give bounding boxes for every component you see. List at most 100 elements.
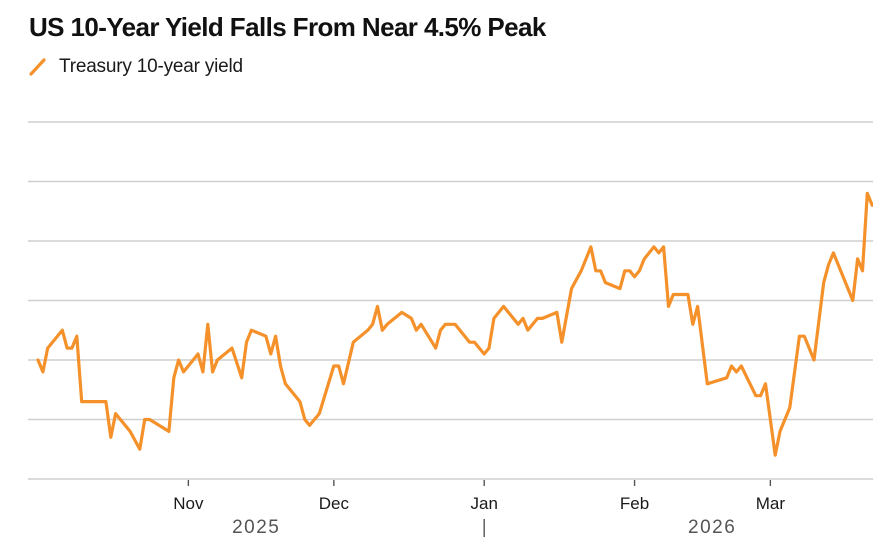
data-point — [371, 323, 374, 326]
data-point — [274, 335, 277, 338]
data-point — [488, 347, 491, 350]
data-point — [66, 347, 69, 350]
data-point — [754, 394, 757, 397]
x-axis: Nov Dec Jan Feb Mar 2025 2026 — [173, 480, 785, 538]
data-point — [269, 353, 272, 356]
data-point — [657, 251, 660, 254]
data-point — [172, 376, 175, 379]
data-point — [652, 245, 655, 248]
legend-label: Treasury 10-year yield — [59, 56, 243, 77]
data-point — [240, 376, 243, 379]
data-point — [827, 263, 830, 266]
data-point — [473, 341, 476, 344]
legend: Treasury 10-year yield — [28, 55, 243, 79]
data-point — [686, 293, 689, 296]
year-label: 2025 — [232, 517, 280, 538]
data-point — [730, 365, 733, 368]
data-point — [298, 400, 301, 403]
data-point — [177, 359, 180, 362]
data-point — [803, 335, 806, 338]
data-point — [779, 430, 782, 433]
data-point — [522, 317, 525, 320]
data-point — [822, 281, 825, 284]
data-point — [420, 323, 423, 326]
data-point — [492, 317, 495, 320]
data-point — [352, 341, 355, 344]
data-point — [696, 305, 699, 308]
data-point — [337, 365, 340, 368]
data-point — [182, 370, 185, 373]
year-label: 2026 — [688, 517, 736, 538]
data-point — [318, 412, 321, 415]
data-point — [439, 329, 442, 332]
x-tick-label: Nov — [173, 494, 204, 513]
data-point — [788, 406, 791, 409]
data-point — [41, 370, 44, 373]
data-point — [580, 269, 583, 272]
x-tick-label: Feb — [620, 494, 649, 513]
data-point — [148, 418, 151, 421]
data-point — [604, 281, 607, 284]
data-point — [381, 329, 384, 332]
data-point — [197, 353, 200, 356]
data-point — [813, 359, 816, 362]
data-point — [759, 394, 762, 397]
data-point — [386, 323, 389, 326]
data-point — [526, 329, 529, 332]
data-point — [662, 245, 665, 248]
data-point — [109, 436, 112, 439]
data-point — [599, 269, 602, 272]
data-point — [798, 335, 801, 338]
data-point — [264, 335, 267, 338]
data-point — [332, 365, 335, 368]
data-point — [444, 323, 447, 326]
data-point — [706, 382, 709, 385]
data-point — [245, 341, 248, 344]
data-point — [410, 317, 413, 320]
data-point — [250, 329, 253, 332]
data-point — [517, 323, 520, 326]
data-point — [740, 365, 743, 368]
data-point — [211, 370, 214, 373]
data-point — [216, 359, 219, 362]
x-tick-label: Dec — [319, 494, 350, 513]
data-point — [856, 257, 859, 260]
data-point — [454, 323, 457, 326]
data-point — [541, 317, 544, 320]
data-point — [303, 418, 306, 421]
data-point — [725, 376, 728, 379]
data-point — [594, 269, 597, 272]
data-point — [167, 430, 170, 433]
series-line — [36, 191, 873, 457]
data-point — [638, 269, 641, 272]
data-point — [648, 251, 651, 254]
data-point — [502, 305, 505, 308]
data-point — [308, 424, 311, 427]
data-point — [560, 341, 563, 344]
data-point — [231, 347, 234, 350]
data-point — [536, 317, 539, 320]
data-point — [61, 329, 64, 332]
data-point — [100, 400, 103, 403]
data-point — [400, 311, 403, 314]
data-point — [376, 305, 379, 308]
data-point — [70, 347, 73, 350]
data-point — [104, 400, 107, 403]
data-point — [735, 370, 738, 373]
data-point — [628, 269, 631, 272]
data-point — [143, 418, 146, 421]
data-point — [129, 430, 132, 433]
data-point — [589, 245, 592, 248]
gridlines — [28, 121, 873, 480]
data-point — [774, 454, 777, 457]
data-point — [37, 359, 40, 362]
data-point — [114, 412, 117, 415]
data-point — [434, 347, 437, 350]
data-point — [284, 382, 287, 385]
data-point — [468, 341, 471, 344]
data-point — [206, 323, 209, 326]
data-point — [667, 305, 670, 308]
data-point — [483, 353, 486, 356]
data-point — [619, 287, 622, 290]
data-point — [415, 329, 418, 332]
